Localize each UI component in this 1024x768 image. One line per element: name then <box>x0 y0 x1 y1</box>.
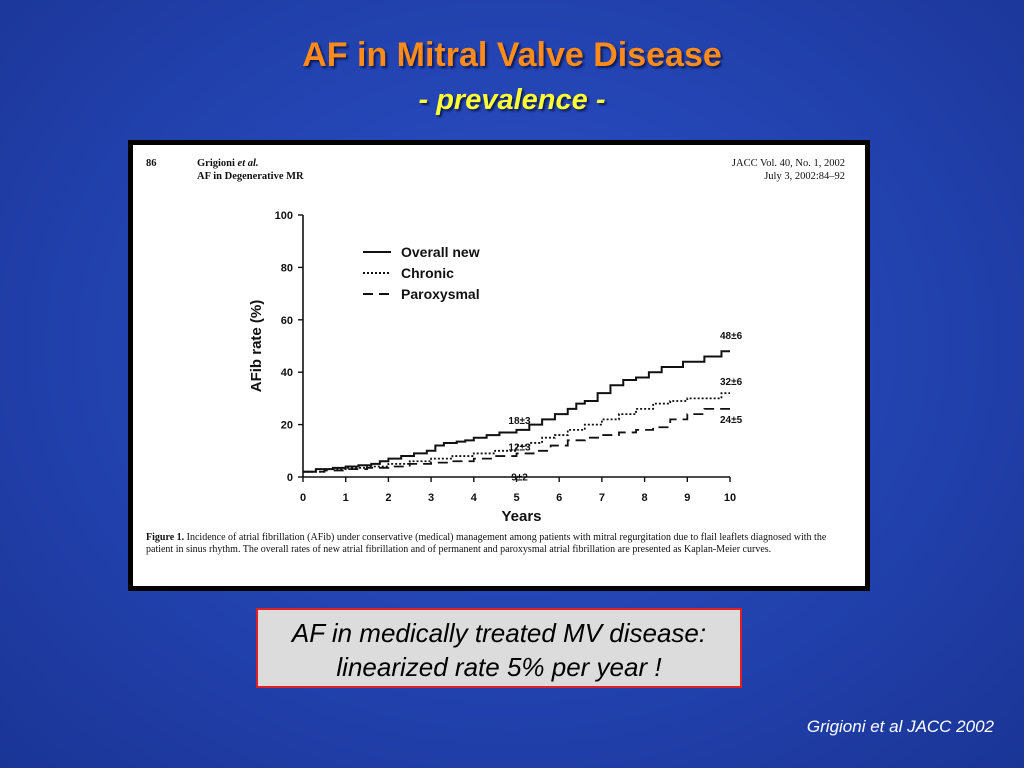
slide-title: AF in Mitral Valve Disease <box>302 36 722 74</box>
caption-label: Figure 1. <box>146 532 185 543</box>
x-tick-label: 6 <box>556 492 562 504</box>
y-tick-label: 100 <box>275 210 293 222</box>
x-tick-label: 2 <box>385 492 391 504</box>
slide-subtitle: - prevalence - <box>418 84 606 116</box>
short-title: AF in Degenerative MR <box>197 171 304 182</box>
callout-line1: AF in medically treated MV disease: <box>291 618 707 648</box>
page-number: 86 <box>146 158 157 169</box>
legend-label: Overall new <box>401 244 480 260</box>
x-tick-label: 5 <box>513 492 519 504</box>
x-tick-label: 1 <box>343 492 349 504</box>
y-tick-label: 0 <box>287 472 293 484</box>
data-label: 24±5 <box>720 415 743 426</box>
author-name: Grigioni <box>197 158 235 169</box>
figure-paper: 86 Grigioni et al. AF in Degenerative MR… <box>133 145 865 586</box>
data-label: 18±3 <box>508 416 531 427</box>
x-axis-title: Years <box>501 508 541 525</box>
x-tick-label: 3 <box>428 492 434 504</box>
series-line-overall-new <box>303 350 730 473</box>
x-tick-label: 10 <box>724 492 736 504</box>
data-label: 9±2 <box>511 472 528 483</box>
x-tick-label: 7 <box>599 492 605 504</box>
figure-frame: 86 Grigioni et al. AF in Degenerative MR… <box>128 140 870 591</box>
y-tick-label: 60 <box>281 315 293 327</box>
y-axis-title: AFib rate (%) <box>248 300 265 393</box>
legend-label: Paroxysmal <box>401 286 480 302</box>
legend-label: Chronic <box>401 265 454 281</box>
caption-text: Incidence of atrial fibrillation (AFib) … <box>146 532 827 555</box>
journal-line1: JACC Vol. 40, No. 1, 2002 <box>731 158 845 169</box>
callout-line2: linearized rate 5% per year ! <box>336 652 662 682</box>
journal-block: JACC Vol. 40, No. 1, 2002 July 3, 2002:8… <box>732 157 845 183</box>
x-tick-label: 9 <box>684 492 690 504</box>
x-tick-label: 4 <box>471 492 478 504</box>
figure-caption: Figure 1. Incidence of atrial fibrillati… <box>146 532 851 556</box>
data-label: 48±6 <box>720 331 743 342</box>
y-tick-label: 40 <box>281 367 293 379</box>
author-etal: et al. <box>237 158 259 169</box>
callout-box: AF in medically treated MV disease: line… <box>256 608 742 688</box>
series-line-chronic <box>303 392 730 473</box>
y-tick-label: 20 <box>281 420 293 432</box>
journal-line2: July 3, 2002:84–92 <box>764 171 845 182</box>
km-chart: 0 20 40 60 80 100 0 1 2 3 4 5 6 7 8 9 10 Years AFib rate (… <box>248 210 743 525</box>
x-tick-label: 8 <box>642 492 648 504</box>
data-label: 12±3 <box>508 443 531 454</box>
author-block: Grigioni et al. AF in Degenerative MR <box>197 157 304 183</box>
series-line-paroxysmal <box>303 407 730 473</box>
x-tick-label: 0 <box>300 492 306 504</box>
citation: Grigioni et al JACC 2002 <box>806 717 994 736</box>
y-tick-label: 80 <box>281 262 293 274</box>
data-label: 32±6 <box>720 377 743 388</box>
